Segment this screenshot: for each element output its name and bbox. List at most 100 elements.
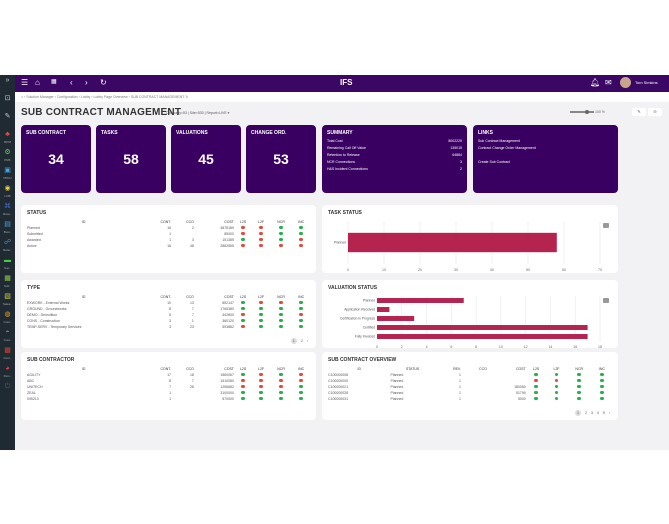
page-button[interactable]: 2 bbox=[300, 339, 303, 343]
people-nav-item[interactable]: ☍ Refer.. bbox=[0, 237, 15, 255]
context-selector[interactable]: Company=53 | Site=530 | Report=LIVE ▾ bbox=[166, 111, 230, 115]
column-header[interactable]: L2F bbox=[258, 367, 265, 371]
column-header[interactable]: CONT. bbox=[160, 220, 172, 224]
table-row[interactable]: AGILITY 17 18 1560067 bbox=[27, 372, 310, 378]
page-button[interactable]: › bbox=[306, 339, 308, 343]
page-button[interactable]: › bbox=[608, 411, 610, 415]
doc-nav-item[interactable]: ▦ Sub.. bbox=[0, 273, 15, 291]
column-header[interactable]: NCR bbox=[575, 367, 584, 371]
chart-menu-icon[interactable] bbox=[603, 223, 609, 228]
column-header[interactable]: CCO bbox=[186, 367, 194, 371]
table-row[interactable]: ABC 8 7 1510080 bbox=[27, 378, 310, 384]
column-header[interactable]: COST bbox=[224, 295, 234, 299]
table-row[interactable]: Active 16 48 2882555 bbox=[27, 243, 310, 249]
table-row[interactable]: Planned 16 2 4878189 bbox=[27, 225, 310, 231]
table-row[interactable]: ZEAL 1 3100000 bbox=[27, 390, 310, 396]
column-header[interactable]: INC bbox=[598, 367, 605, 371]
column-header[interactable]: CCO bbox=[186, 220, 194, 224]
table-row[interactable]: 095213 1 570000 bbox=[27, 396, 310, 402]
pmf-nav-item[interactable]: ⚙ PMF bbox=[0, 147, 15, 165]
column-header[interactable]: L2F bbox=[258, 220, 265, 224]
table-row[interactable]: EXWORK - External Works 10 13 852147 bbox=[27, 300, 310, 306]
proj-nav-item[interactable]: ▣ PROJ bbox=[0, 165, 15, 183]
column-header[interactable]: ID bbox=[81, 367, 86, 371]
contract-nav-item[interactable]: ▩ Cont.. bbox=[0, 345, 15, 363]
crumb-home-icon[interactable]: ⌂ bbox=[21, 95, 24, 99]
table-row[interactable]: Awarded 1 3 151385 bbox=[27, 237, 310, 243]
table-row[interactable]: TEMP-SERV - Temporary Services 3 23 593882 bbox=[27, 324, 310, 330]
money-nav-item[interactable]: ▬ Sup.. bbox=[0, 255, 15, 273]
column-header[interactable]: INC bbox=[298, 367, 305, 371]
page-button[interactable]: 2 bbox=[585, 411, 587, 415]
link-item[interactable]: Create Sub Contract bbox=[478, 160, 510, 164]
column-header[interactable]: COST bbox=[224, 220, 234, 224]
power-nav-item[interactable]: ⏻ bbox=[0, 381, 15, 399]
table-row[interactable]: C100000031 Planned 1 5000 bbox=[328, 396, 612, 402]
chart-menu-icon[interactable] bbox=[603, 298, 609, 303]
column-header[interactable]: NCR bbox=[277, 367, 285, 371]
column-header[interactable]: NCR bbox=[277, 220, 285, 224]
page-button[interactable]: 1 bbox=[575, 410, 582, 416]
apps-icon[interactable]: ▦ bbox=[51, 79, 57, 85]
user-name[interactable]: Tom Simkins bbox=[635, 80, 658, 85]
link-item[interactable]: Contract Change Order Management bbox=[478, 146, 536, 150]
crumb[interactable]: Solution Manager bbox=[26, 95, 54, 99]
table-row[interactable]: CONS - Construction 3 1 360120 bbox=[27, 318, 310, 324]
column-header[interactable]: INC bbox=[298, 295, 305, 299]
cost-nav-item[interactable]: ◍ Cust.. bbox=[0, 309, 15, 327]
table-row[interactable]: Submitted 1 85000 bbox=[27, 231, 310, 237]
column-header[interactable]: L2S bbox=[239, 367, 247, 371]
column-header[interactable]: L2F bbox=[258, 295, 265, 299]
expand-nav-item[interactable]: » bbox=[0, 75, 15, 93]
column-header[interactable]: L2S bbox=[239, 220, 247, 224]
edit-button[interactable]: ✎ bbox=[632, 108, 646, 116]
kpi-tasks[interactable]: TASKS 58 bbox=[96, 125, 166, 193]
column-header[interactable]: L2S bbox=[533, 367, 540, 371]
table-row[interactable]: C100000009 Planned 1 bbox=[328, 378, 612, 384]
table-row[interactable]: DEMO - Demolition 6 7 442800 bbox=[27, 312, 310, 318]
menu-icon[interactable]: ☰ bbox=[21, 78, 29, 87]
column-header[interactable]: L2F bbox=[553, 367, 560, 371]
column-header[interactable]: ID bbox=[81, 295, 86, 299]
zoom-slider[interactable]: 100 % bbox=[570, 109, 605, 114]
edit-nav-item[interactable]: ✎ bbox=[0, 111, 15, 129]
page-button[interactable]: 5 bbox=[602, 411, 605, 415]
column-header[interactable]: COST bbox=[224, 367, 234, 371]
chart-nav-item[interactable]: ▧ Sales.. bbox=[0, 291, 15, 309]
column-header[interactable]: COST bbox=[516, 367, 526, 371]
refresh-icon[interactable]: ↻ bbox=[100, 78, 107, 87]
page-button[interactable]: 3 bbox=[590, 411, 593, 415]
column-header[interactable]: INC bbox=[298, 220, 305, 224]
globe-nav-item[interactable]: ◉ LOB bbox=[0, 183, 15, 201]
view-button[interactable]: ⊖ bbox=[648, 108, 662, 116]
kpi-sub-contract[interactable]: SUB CONTRACT 34 bbox=[21, 125, 91, 193]
pin-nav-item[interactable]: ◓ Cust.. bbox=[0, 327, 15, 345]
forward-icon[interactable]: › bbox=[85, 78, 88, 87]
crumb[interactable]: Configuration bbox=[56, 95, 78, 99]
crumb[interactable]: Lobby Page Overview bbox=[93, 95, 128, 99]
board-nav-item[interactable]: ▤ Busi.. bbox=[0, 219, 15, 237]
crumb[interactable]: Lobby bbox=[80, 95, 91, 99]
column-header[interactable]: NCR bbox=[277, 295, 285, 299]
kpi-valuations[interactable]: VALUATIONS 45 bbox=[171, 125, 241, 193]
bell-icon[interactable]: 🔔︎ bbox=[590, 78, 601, 87]
table-row[interactable]: GROUND - Groundworks 8 7 1765380 bbox=[27, 306, 310, 312]
rpm-nav-item[interactable]: ♣ RPM bbox=[0, 129, 15, 147]
column-header[interactable]: STATUS bbox=[405, 367, 420, 371]
person-nav-item[interactable]: ◕ Pers.. bbox=[0, 363, 15, 381]
table-row[interactable]: UNITECH 7 28 1256682 bbox=[27, 384, 310, 390]
table-row[interactable]: C100000008 Planned 1 bbox=[328, 372, 612, 378]
back-icon[interactable]: ‹ bbox=[70, 78, 73, 87]
avatar[interactable] bbox=[620, 77, 631, 88]
column-header[interactable]: CONT. bbox=[160, 367, 172, 371]
column-header[interactable]: L2S bbox=[239, 295, 247, 299]
refresh-icon[interactable]: ↻ bbox=[185, 95, 189, 99]
column-header[interactable]: CCO bbox=[186, 295, 194, 299]
kpi-change-orders[interactable]: CHANGE ORD. 53 bbox=[246, 125, 316, 193]
column-header[interactable]: ID bbox=[357, 367, 361, 371]
page-button[interactable]: 4 bbox=[596, 411, 599, 415]
table-row[interactable]: C100000021 Planned 1 180060 bbox=[328, 384, 612, 390]
column-header[interactable]: REV. bbox=[453, 367, 461, 371]
column-header[interactable]: CONT. bbox=[160, 295, 172, 299]
link-item[interactable]: Sub Contract Management bbox=[478, 139, 520, 143]
